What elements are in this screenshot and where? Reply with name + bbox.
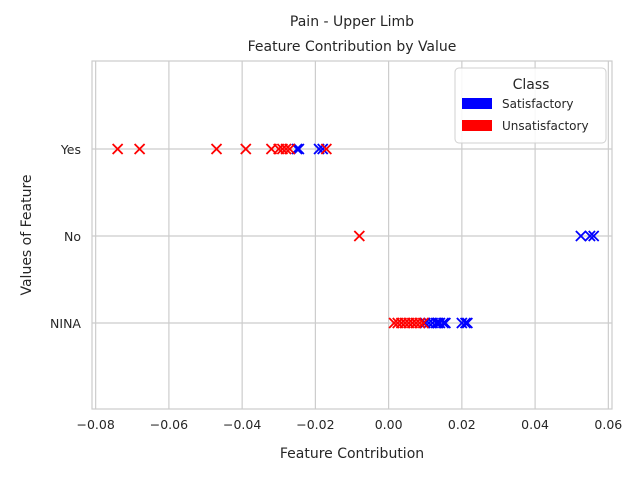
data-point-satisfactory [459,317,472,329]
x-axis-label: Feature Contribution [280,446,424,462]
data-point-satisfactory [588,230,600,242]
data-point-satisfactory [461,317,473,329]
data-point-unsatisfactory [417,317,430,329]
plot-frame [91,60,613,410]
chart-subtitle: Feature Contribution by Value [248,39,457,55]
data-point-unsatisfactory [240,143,252,155]
data-point-unsatisfactory [353,230,365,242]
x-tick-labels: −0.08 −0.06 −0.04 −0.02 0.00 0.02 0.04 0.06 [77,417,623,432]
y-tick-label: Yes [60,142,81,157]
x-tick-label: 0.04 [521,417,549,432]
data-point-unsatisfactory [210,143,223,155]
y-axis-label: Values of Feature [19,174,35,295]
data-point-satisfactory [575,230,587,242]
data-point-satisfactory [437,317,450,329]
data-point-satisfactory [584,230,596,242]
data-point-satisfactory [439,317,452,329]
x-tick-label: −0.08 [77,417,115,432]
x-tick-label: 0.02 [448,417,476,432]
data-points [111,143,600,329]
data-point-satisfactory [317,143,329,155]
chart-title: Pain - Upper Limb [290,14,414,30]
y-tick-label: No [64,229,81,244]
data-point-unsatisfactory [284,143,296,155]
data-point-unsatisfactory [320,143,333,155]
x-tick-label: −0.04 [223,417,261,432]
legend-label-satisfactory: Satisfactory [502,97,574,111]
legend-label-unsatisfactory: Unsatisfactory [502,119,589,133]
data-point-satisfactory [293,143,305,155]
data-point-unsatisfactory [414,317,426,329]
legend: Class Satisfactory Unsatisfactory [454,67,607,144]
y-tick-labels: Yes No NINA [50,142,81,331]
data-point-unsatisfactory [133,143,146,155]
data-point-unsatisfactory [111,143,124,155]
legend-title: Class [513,77,550,93]
x-gridlines [95,61,609,409]
y-tick-label: NINA [50,316,81,331]
legend-box [454,67,607,144]
data-point-unsatisfactory [280,143,292,155]
legend-swatch-satisfactory [462,98,492,109]
legend-swatch-unsatisfactory [462,120,492,131]
x-tick-label: −0.06 [150,417,188,432]
x-tick-label: −0.02 [296,417,334,432]
x-tick-label: 0.06 [594,417,622,432]
y-gridlines [92,148,612,324]
x-tick-label: 0.00 [375,417,403,432]
